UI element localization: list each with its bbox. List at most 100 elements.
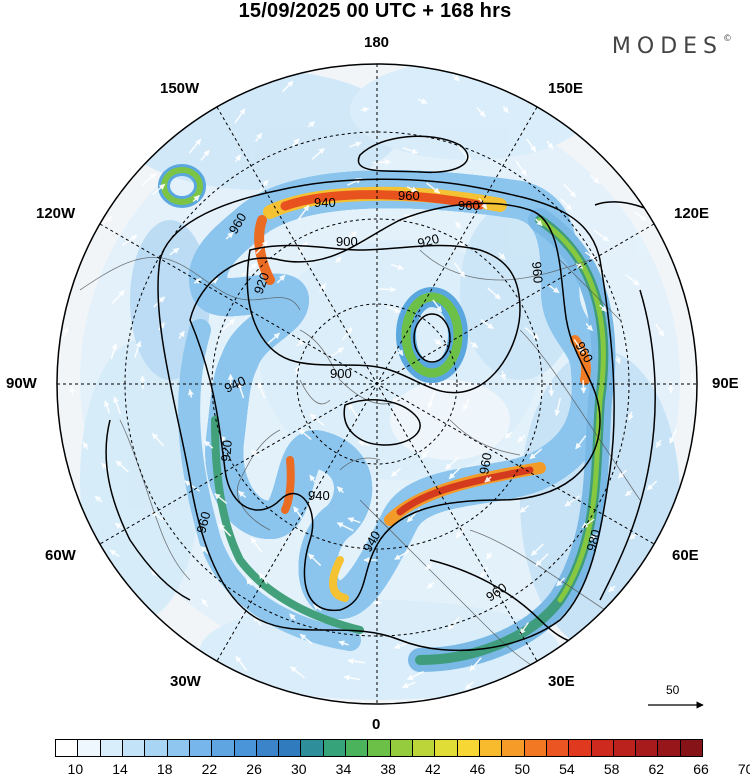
color-legend-swatch xyxy=(479,740,503,756)
wind-vector-arrow xyxy=(555,577,565,587)
wind-vector-arrow xyxy=(200,545,209,555)
wind-vector-arrow xyxy=(519,622,530,635)
wind-vector-arrow xyxy=(575,435,587,450)
wind-vector-arrow xyxy=(525,667,532,676)
wind-vector-arrow xyxy=(655,439,662,449)
wind-vector-arrow xyxy=(608,585,616,593)
color-legend-swatch xyxy=(256,740,280,756)
brand-text: MODES xyxy=(611,34,723,59)
wind-vector-arrow xyxy=(464,681,474,691)
wind-vector-arrow xyxy=(484,476,492,483)
wind-vector-arrow xyxy=(421,449,429,459)
map-border xyxy=(56,63,698,705)
wind-vector-arrow xyxy=(259,179,269,192)
wind-vector-arrow xyxy=(372,599,382,606)
color-legend-swatch xyxy=(390,740,413,756)
wind-vector-arrow xyxy=(455,527,464,539)
wind-vector-arrow xyxy=(394,550,410,561)
lon-label-150w: 150W xyxy=(160,80,200,97)
wind-vector-arrow xyxy=(554,397,562,417)
wind-vector-arrow xyxy=(134,340,142,358)
wind-vector-arrow xyxy=(580,379,587,394)
graticule xyxy=(57,64,697,704)
wind-vector-arrow xyxy=(99,215,113,227)
geopotential-contours xyxy=(105,135,681,652)
wind-vector-arrow xyxy=(169,247,180,256)
contour-label: 980 xyxy=(583,528,603,553)
wind-vector-arrow xyxy=(529,448,543,460)
wind-vector-arrow xyxy=(203,440,214,449)
wind-vector-arrow xyxy=(469,657,482,672)
wind-vector-arrow xyxy=(433,338,442,346)
lon-label-120e: 120E xyxy=(674,205,710,222)
wind-vector-arrow xyxy=(141,173,157,186)
wind-vector-arrow xyxy=(192,194,200,203)
wind-vector-arrow xyxy=(104,400,111,414)
color-legend-swatch xyxy=(546,740,570,756)
wind-vector-arrow xyxy=(200,149,210,161)
wind-vector-arrow xyxy=(393,642,408,649)
wind-vector-arrow xyxy=(470,341,479,349)
wind-vector-arrow xyxy=(417,98,428,104)
wind-vector-arrow xyxy=(113,396,122,415)
color-legend-swatch xyxy=(122,740,146,756)
wind-vector-arrow xyxy=(399,64,406,65)
wind-vector-arrow xyxy=(480,319,494,330)
contour-label: 960 xyxy=(193,510,213,535)
wind-vector-arrow xyxy=(187,389,194,398)
wind-vector-arrow xyxy=(336,486,344,494)
wind-vector-arrow xyxy=(292,138,300,147)
wind-vector-arrow xyxy=(222,318,236,331)
contour-label: 960 xyxy=(476,452,495,476)
color-legend-tick-label: 62 xyxy=(648,761,665,777)
lon-label-120w: 120W xyxy=(36,205,76,222)
color-legend-swatch xyxy=(167,740,190,756)
wind-vector-arrow xyxy=(254,132,263,142)
wind-vector-arrow xyxy=(655,323,665,337)
brand-mark: © xyxy=(723,34,732,44)
wind-vector-arrow xyxy=(445,456,460,470)
wind-vector-arrow xyxy=(158,322,165,331)
color-legend-tick-label: 22 xyxy=(201,761,218,777)
wind-vector-arrow xyxy=(692,312,697,329)
wind-vector-arrow xyxy=(453,262,466,278)
contour-label: 960 xyxy=(398,188,420,203)
lon-label-150e: 150E xyxy=(548,80,584,97)
wind-vector-arrow xyxy=(114,522,123,529)
lon-label-60w: 60W xyxy=(45,547,76,564)
wind-vector-arrow xyxy=(111,289,125,304)
color-legend-swatch xyxy=(56,740,79,756)
wind-vector-arrow xyxy=(585,322,594,332)
wind-vector-arrow xyxy=(401,681,416,689)
wind-vector-arrow xyxy=(391,263,404,270)
wind-vector-arrow xyxy=(614,355,621,365)
color-legend-swatch xyxy=(368,740,391,756)
color-legend-swatch xyxy=(524,740,547,756)
color-legend-swatch xyxy=(346,740,369,756)
wind-vector-arrow xyxy=(184,480,201,492)
coastlines xyxy=(79,249,651,671)
color-legend-swatch xyxy=(100,740,123,756)
contour-label: 920 xyxy=(416,231,441,251)
wind-vector-arrow xyxy=(329,347,344,358)
wind-vector-arrow xyxy=(690,372,697,391)
wind-vector-arrow xyxy=(218,523,232,537)
wind-vector-arrow xyxy=(617,469,628,479)
color-legend-tick-label: 14 xyxy=(112,761,128,777)
color-legend-swatch xyxy=(636,740,659,756)
reference-vector-label: 50 xyxy=(666,683,680,697)
wind-vector-arrow xyxy=(624,490,633,497)
color-legend-bar xyxy=(55,739,703,757)
wind-vector-arrow xyxy=(584,251,596,260)
color-legend-tick-label: 66 xyxy=(693,761,709,777)
color-legend-tick-label: 46 xyxy=(469,761,486,777)
color-legend-swatch xyxy=(145,740,168,756)
color-legend-tick-label: 54 xyxy=(559,761,575,777)
wind-vector-arrow xyxy=(227,373,234,387)
color-legend-swatch xyxy=(301,740,324,756)
wind-vector-arrow xyxy=(311,147,325,160)
wind-vector-arrow xyxy=(487,287,501,300)
wind-vector-arrow xyxy=(313,603,322,611)
wind-vector-arrow xyxy=(94,495,103,503)
color-legend-tick-label: 34 xyxy=(335,761,352,777)
